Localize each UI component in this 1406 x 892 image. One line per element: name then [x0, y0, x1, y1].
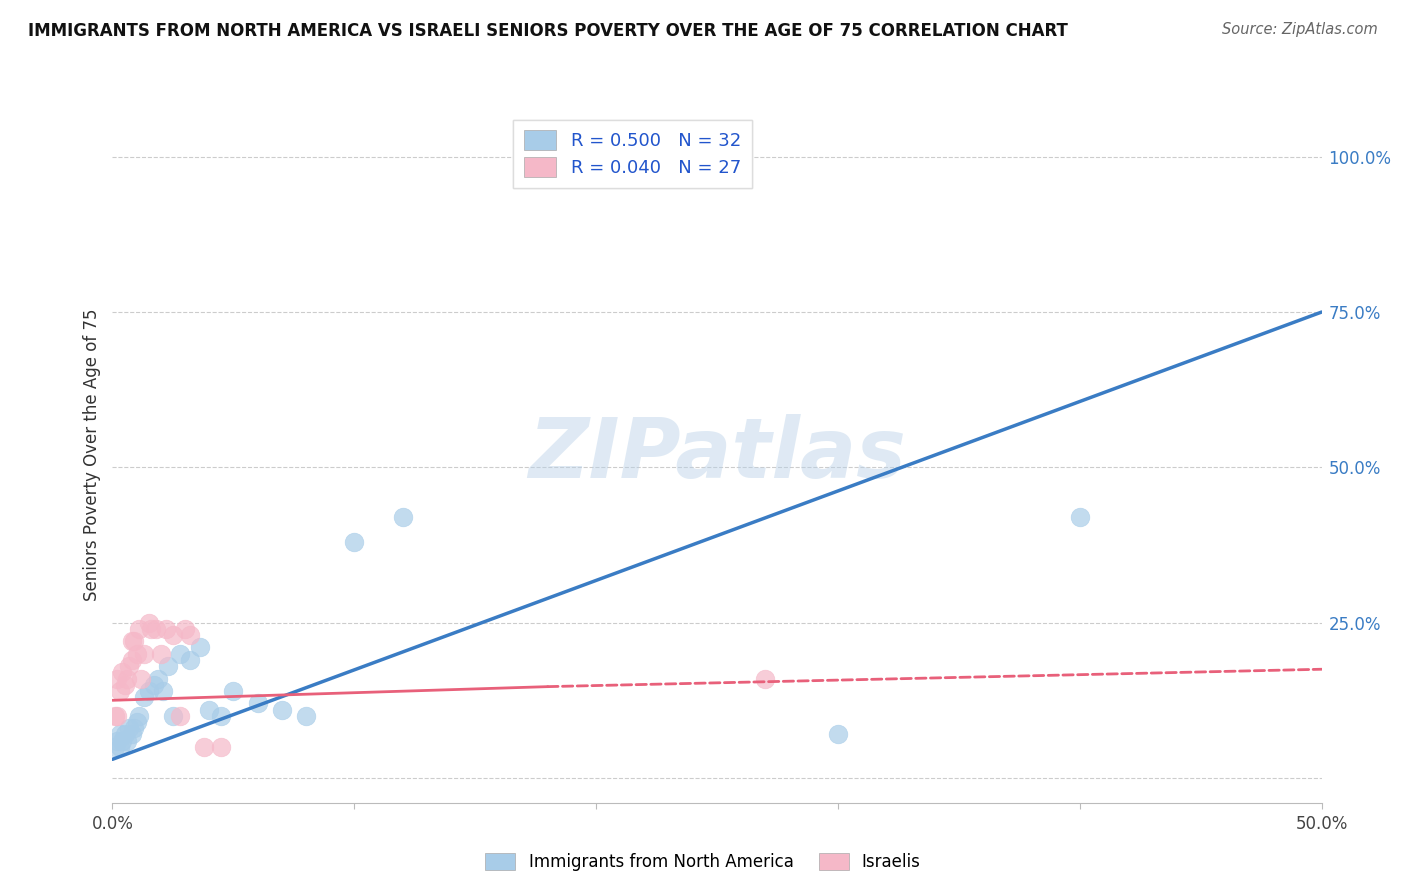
Point: [827, 727, 849, 741]
Legend: R = 0.500   N = 32, R = 0.040   N = 27: R = 0.500 N = 32, R = 0.040 N = 27: [513, 120, 752, 188]
Legend: Immigrants from North America, Israelis: Immigrants from North America, Israelis: [477, 845, 929, 880]
Point: [270, 703, 292, 717]
Point: [132, 690, 155, 705]
Point: [198, 703, 221, 717]
Point: [169, 647, 191, 661]
Point: [125, 714, 148, 729]
Point: [209, 708, 232, 723]
Point: [111, 733, 134, 747]
Point: [104, 739, 127, 754]
Point: [209, 739, 232, 754]
Point: [295, 708, 318, 723]
Point: [122, 634, 145, 648]
Point: [108, 684, 131, 698]
Point: [157, 659, 180, 673]
Point: [131, 672, 153, 686]
Point: [152, 684, 174, 698]
Point: [169, 708, 191, 723]
Point: [115, 672, 138, 686]
Point: [179, 628, 201, 642]
Point: [125, 647, 148, 661]
Point: [343, 534, 366, 549]
Point: [149, 647, 172, 661]
Text: ZIPatlas: ZIPatlas: [529, 415, 905, 495]
Point: [138, 615, 160, 630]
Point: [105, 733, 128, 747]
Point: [391, 510, 413, 524]
Point: [142, 678, 165, 692]
Text: Source: ZipAtlas.com: Source: ZipAtlas.com: [1222, 22, 1378, 37]
Point: [114, 727, 136, 741]
Point: [162, 628, 184, 642]
Point: [122, 721, 145, 735]
Point: [141, 622, 163, 636]
Point: [155, 622, 177, 636]
Point: [193, 739, 215, 754]
Point: [132, 647, 155, 661]
Point: [121, 653, 143, 667]
Point: [188, 640, 211, 655]
Point: [1069, 510, 1091, 524]
Point: [121, 634, 143, 648]
Point: [162, 708, 184, 723]
Y-axis label: Seniors Poverty Over the Age of 75: Seniors Poverty Over the Age of 75: [83, 309, 101, 601]
Point: [118, 721, 141, 735]
Point: [111, 665, 134, 680]
Point: [108, 727, 131, 741]
Point: [138, 684, 160, 698]
Text: IMMIGRANTS FROM NORTH AMERICA VS ISRAELI SENIORS POVERTY OVER THE AGE OF 75 CORR: IMMIGRANTS FROM NORTH AMERICA VS ISRAELI…: [28, 22, 1069, 40]
Point: [118, 659, 141, 673]
Point: [174, 622, 197, 636]
Point: [222, 684, 245, 698]
Point: [114, 678, 136, 692]
Point: [105, 708, 128, 723]
Point: [115, 733, 138, 747]
Point: [179, 653, 201, 667]
Point: [128, 708, 150, 723]
Point: [754, 672, 776, 686]
Point: [128, 622, 150, 636]
Point: [148, 672, 170, 686]
Point: [145, 622, 167, 636]
Point: [105, 672, 128, 686]
Point: [104, 708, 127, 723]
Point: [121, 727, 143, 741]
Point: [108, 739, 131, 754]
Point: [246, 697, 269, 711]
